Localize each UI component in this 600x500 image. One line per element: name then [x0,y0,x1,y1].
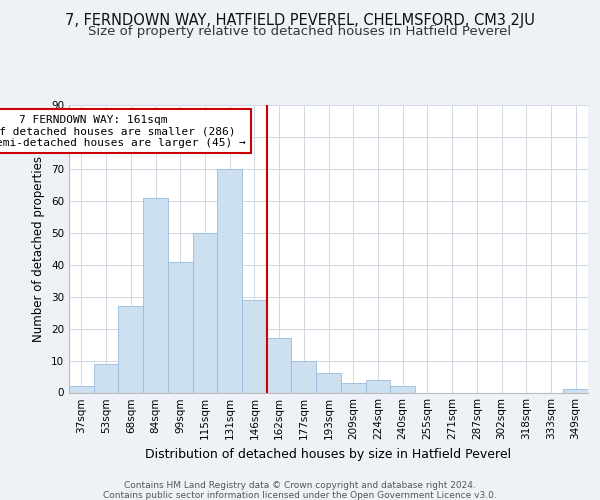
Bar [316,374,341,392]
Text: Contains HM Land Registry data © Crown copyright and database right 2024.: Contains HM Land Registry data © Crown c… [124,481,476,490]
Bar [390,386,415,392]
Text: Contains public sector information licensed under the Open Government Licence v3: Contains public sector information licen… [103,491,497,500]
Bar [143,198,168,392]
Bar [563,390,588,392]
Bar [69,386,94,392]
Bar [193,233,217,392]
Bar [292,360,316,392]
Text: 7 FERNDOWN WAY: 161sqm
← 86% of detached houses are smaller (286)
14% of semi-de: 7 FERNDOWN WAY: 161sqm ← 86% of detached… [0,114,245,148]
Bar [341,383,365,392]
Bar [242,300,267,392]
Y-axis label: Number of detached properties: Number of detached properties [32,156,46,342]
Bar [94,364,118,392]
Bar [168,262,193,392]
Text: 7, FERNDOWN WAY, HATFIELD PEVEREL, CHELMSFORD, CM3 2JU: 7, FERNDOWN WAY, HATFIELD PEVEREL, CHELM… [65,12,535,28]
Bar [217,169,242,392]
Bar [365,380,390,392]
Bar [267,338,292,392]
X-axis label: Distribution of detached houses by size in Hatfield Peverel: Distribution of detached houses by size … [145,448,512,461]
Bar [118,306,143,392]
Text: Size of property relative to detached houses in Hatfield Peverel: Size of property relative to detached ho… [88,25,512,38]
